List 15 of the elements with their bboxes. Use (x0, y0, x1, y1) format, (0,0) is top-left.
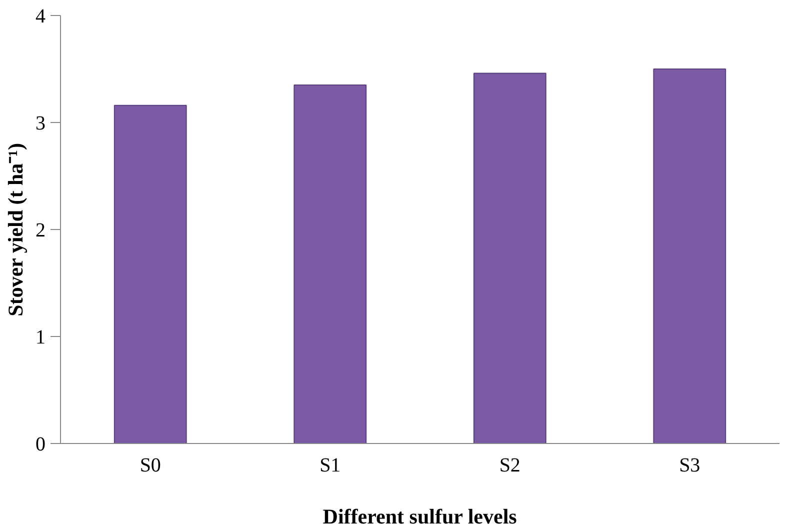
bar (294, 84, 367, 444)
y-tick-label: 0 (36, 434, 46, 456)
y-tick-label: 1 (36, 326, 46, 348)
x-tick-label: S0 (140, 454, 161, 476)
x-tick-label: S3 (679, 454, 700, 476)
y-tick-label: 2 (36, 220, 46, 242)
x-tick-label: S2 (499, 454, 520, 476)
bar (114, 104, 187, 444)
x-axis-title: Different sulfur levels (322, 504, 517, 528)
y-tick-label: 3 (36, 112, 46, 134)
bar (653, 68, 726, 444)
bar (473, 72, 546, 444)
y-tick-label: 4 (36, 6, 46, 28)
x-tick-label: S1 (320, 454, 341, 476)
y-axis-title: Stover yield (t ha⁻¹) (4, 143, 28, 316)
